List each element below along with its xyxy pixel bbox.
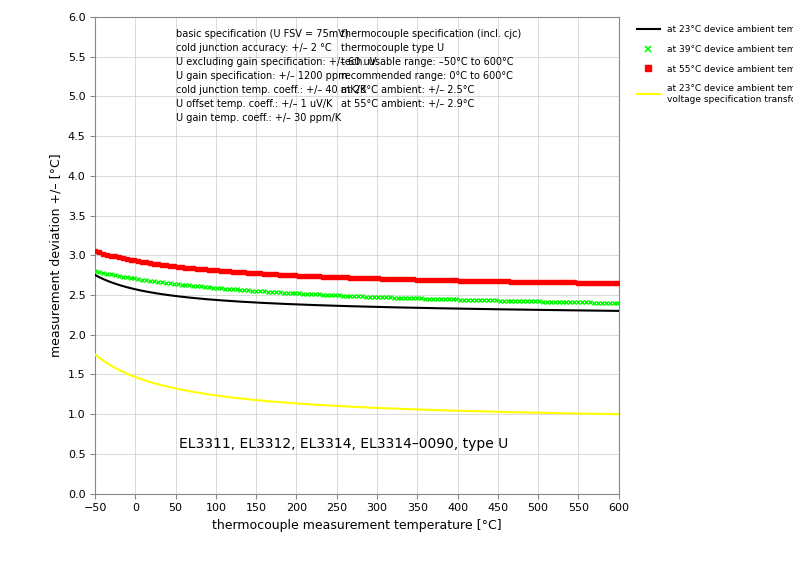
X-axis label: thermocouple measurement temperature [°C]: thermocouple measurement temperature [°C… xyxy=(212,519,502,532)
Legend: at 23°C device ambient temp. (incl. cjc), at 39°C device ambient temp. (incl. cj: at 23°C device ambient temp. (incl. cjc)… xyxy=(634,21,793,108)
Text: thermocouple specification (incl. cjc)
thermocouple type U
tech. usable range: –: thermocouple specification (incl. cjc) t… xyxy=(341,29,522,109)
Y-axis label: measurement deviation +/– [°C]: measurement deviation +/– [°C] xyxy=(49,154,62,357)
Text: EL3311, EL3312, EL3314, EL3314–0090, type U: EL3311, EL3312, EL3314, EL3314–0090, typ… xyxy=(179,437,508,451)
Text: basic specification (U FSV = 75mV)
cold junction accuracy: +/– 2 °C
U excluding : basic specification (U FSV = 75mV) cold … xyxy=(176,29,377,123)
